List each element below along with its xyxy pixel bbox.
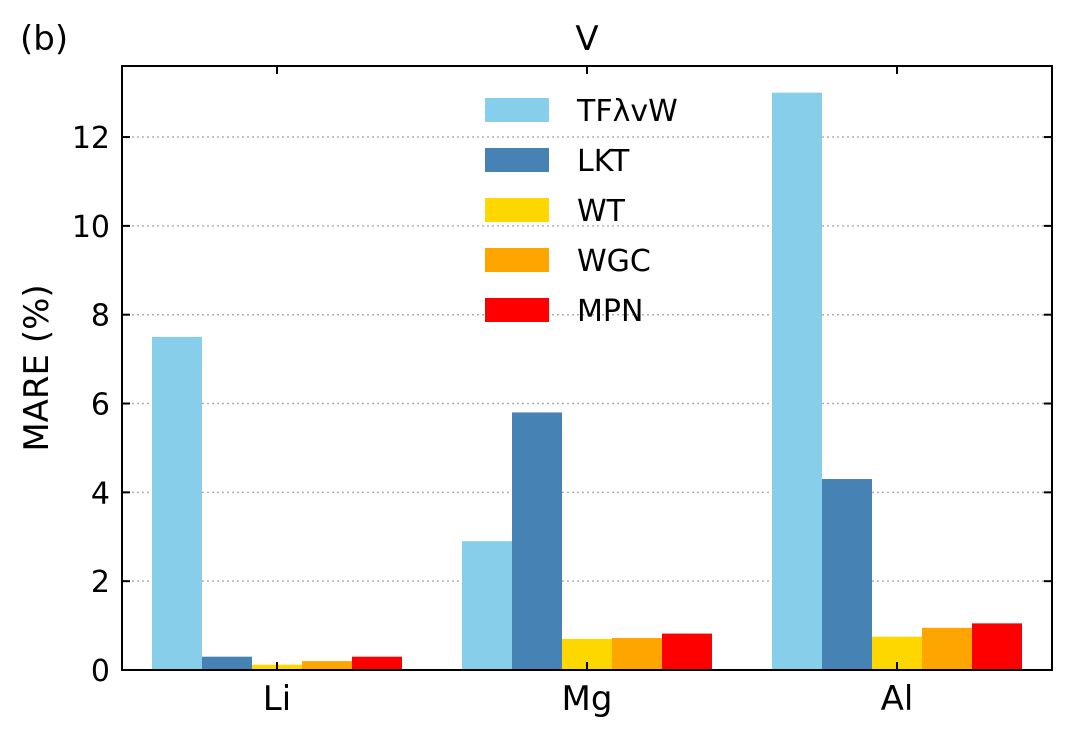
axes: 0 2 4 6 8 10 12 Li Mg Al <box>72 65 1053 719</box>
grid-lines <box>122 136 1052 582</box>
y-tick-label: 2 <box>91 565 110 600</box>
x-tick-label: Li <box>263 679 291 719</box>
panel-label: (b) <box>20 19 68 59</box>
bar-mg-1 <box>512 412 562 670</box>
legend-label: WT <box>577 194 626 229</box>
x-tick-label: Mg <box>562 679 613 719</box>
bar-mg-0 <box>462 541 512 670</box>
legend-swatch <box>485 148 549 172</box>
y-tick-label: 8 <box>91 299 110 334</box>
legend: TFλvW LKT WT WGC MPN <box>485 94 678 329</box>
y-tick-label: 10 <box>72 210 110 245</box>
x-tick-label: Al <box>881 679 914 719</box>
legend-swatch <box>485 298 549 322</box>
y-tick-label: 12 <box>72 121 110 156</box>
y-tick-label: 6 <box>91 388 110 423</box>
legend-swatch <box>485 98 549 122</box>
bar-li-1 <box>202 656 252 670</box>
legend-swatch <box>485 198 549 222</box>
y-tick-label: 4 <box>91 476 110 511</box>
bars <box>152 92 1022 671</box>
legend-label: WGC <box>577 244 651 279</box>
bar-al-4 <box>972 623 1022 670</box>
chart-title: V <box>575 19 598 59</box>
legend-label: MPN <box>577 294 643 329</box>
bar-mg-4 <box>662 633 712 670</box>
bar-li-4 <box>352 656 402 670</box>
plot-frame <box>121 65 1053 671</box>
legend-label: TFλvW <box>576 94 678 129</box>
bar-al-1 <box>822 479 872 670</box>
bar-li-0 <box>152 336 202 670</box>
bar-li-3 <box>302 661 352 670</box>
legend-label: LKT <box>577 144 630 179</box>
bar-mg-3 <box>612 638 662 670</box>
bar-al-3 <box>922 627 972 670</box>
y-tick-label: 0 <box>91 654 110 689</box>
legend-swatch <box>485 248 549 272</box>
y-axis-label: MARE (%) <box>17 284 57 451</box>
bar-al-0 <box>772 92 822 671</box>
